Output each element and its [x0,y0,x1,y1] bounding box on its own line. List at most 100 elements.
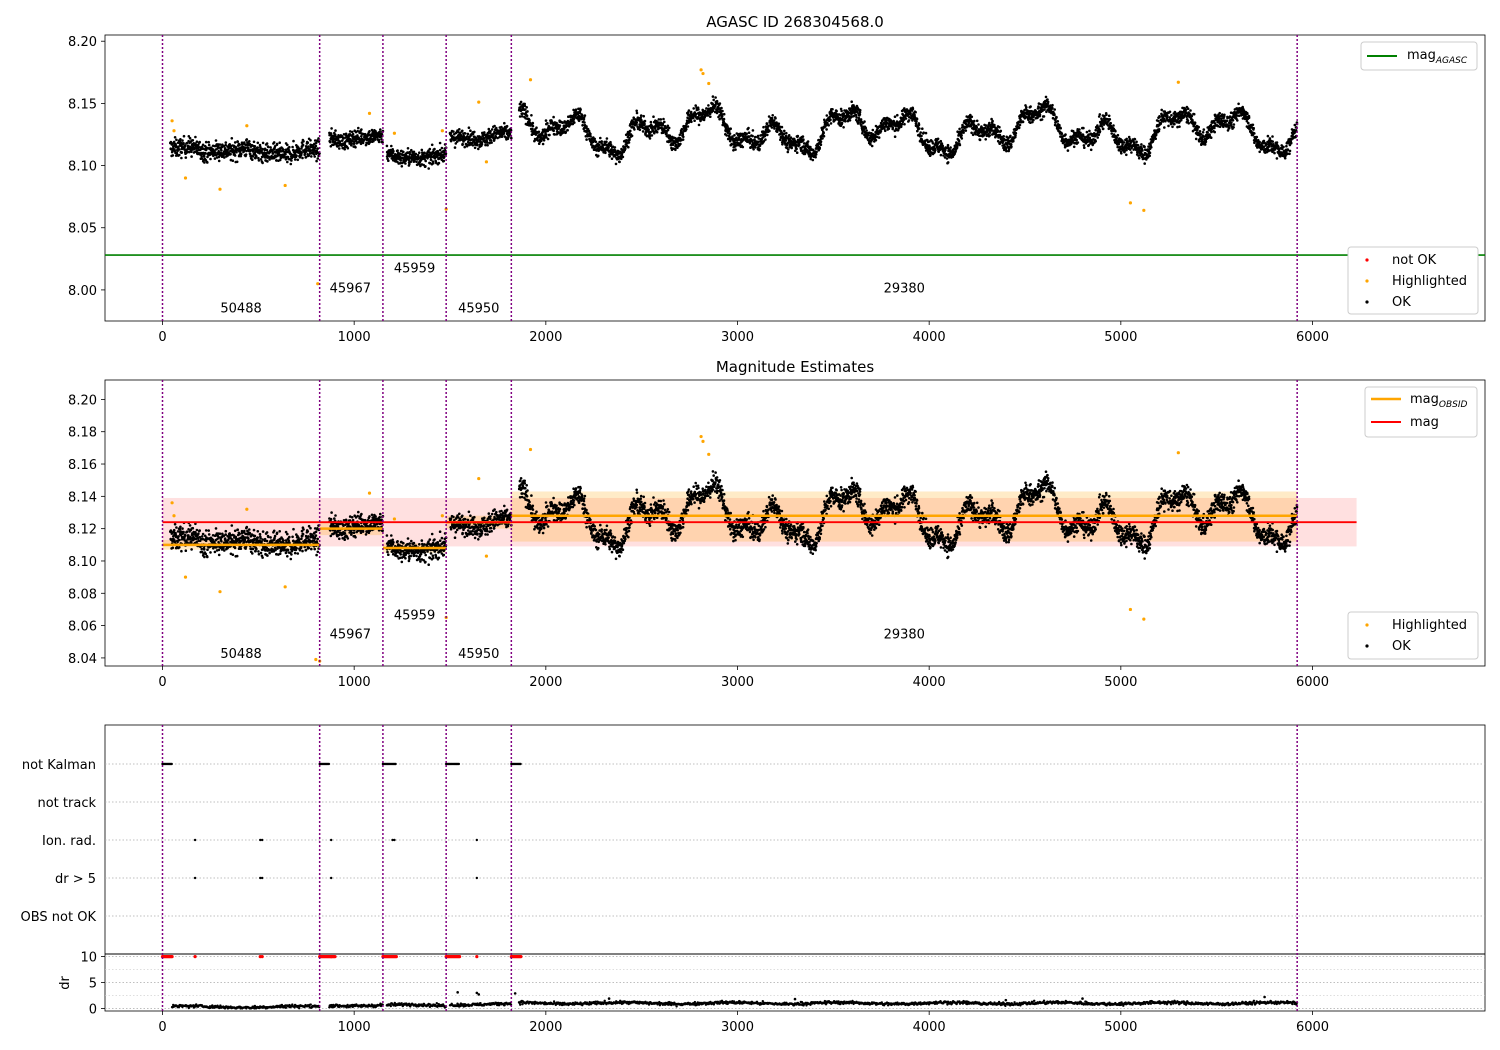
ok-point [635,111,639,115]
ok-point [265,148,269,152]
ok-point [915,120,918,123]
ok-point [552,129,555,133]
ok-point [607,146,610,149]
ok-point [962,131,965,134]
ok-point [784,139,788,142]
ok-point [763,133,767,137]
ok-point [300,151,303,154]
ok-point [1251,123,1255,127]
ok-point [314,144,318,148]
ok-point [185,141,189,145]
ok-point [1213,130,1216,134]
ok-point [768,129,771,133]
ok-point [1209,136,1213,139]
ok-point [1140,143,1143,146]
ok-point [1192,112,1196,116]
ok-point [316,157,320,160]
ok-point [1125,137,1128,141]
ok-point [220,149,223,152]
ok-point [609,143,613,146]
ok-point [239,152,243,156]
ok-point [291,145,294,149]
ok-point [1082,126,1085,130]
ok-point [786,150,790,154]
ok-point [210,152,213,156]
ok-point [640,118,643,122]
ok-point [489,139,493,142]
ok-point [984,138,987,141]
ok-point [544,119,548,122]
ok-point [312,153,316,156]
ok-point [1152,138,1155,142]
ok-point [650,134,654,137]
ok-point [1150,146,1153,149]
ok-point [633,128,636,131]
ok-point [722,117,726,121]
ok-point [1236,119,1239,122]
ok-point [583,114,587,117]
ok-point [263,147,267,151]
ok-point [449,139,453,143]
ok-point [271,150,274,153]
ok-point [867,133,870,137]
ok-point [187,144,190,148]
ok-point [433,147,436,151]
ok-point [978,138,982,142]
ok-point [667,126,671,130]
ok-point [440,146,444,150]
ok-point [387,159,390,162]
ok-point [964,129,968,132]
ok-point [368,130,371,133]
ok-point [268,158,271,161]
ok-point [879,130,883,133]
ok-point [402,150,405,154]
ok-point [819,140,823,143]
ok-point [679,142,682,146]
ok-point [770,116,774,120]
ok-point [856,122,860,125]
ok-point [579,108,582,111]
ok-point [1198,130,1202,133]
ok-point [871,128,875,132]
ok-point [467,126,471,129]
ok-point [362,138,366,142]
ok-point [958,143,962,147]
ok-point [331,140,335,144]
ok-point [184,156,188,159]
ok-point [259,146,262,150]
ok-point [368,139,372,143]
ok-point [288,145,291,149]
ok-point [975,119,979,123]
ok-point [526,110,529,113]
ok-point [1173,110,1177,114]
ok-point [399,159,403,162]
ok-point [1247,116,1251,120]
ok-point [1137,156,1141,160]
ok-point [416,153,420,157]
ok-point [256,146,260,149]
ok-point [271,152,275,155]
ok-point [1154,137,1157,140]
ok-point [195,140,199,143]
ok-point [848,119,852,122]
ok-point [680,127,684,131]
ok-point [380,133,384,136]
ok-point [493,124,496,128]
ok-point [423,151,426,155]
ok-point [628,138,631,142]
ok-point [693,119,696,122]
ok-point [453,146,457,149]
ok-point [400,165,404,168]
ok-point [231,159,235,162]
ok-point [372,139,375,143]
ok-point [170,150,174,154]
ok-point [528,118,531,122]
ok-point [1125,153,1128,157]
ok-point [442,159,446,163]
ok-point [217,159,221,163]
ok-point [936,137,940,141]
ok-point [409,160,413,163]
ok-point [863,120,866,123]
ok-point [1089,148,1093,152]
ok-point [352,142,356,146]
